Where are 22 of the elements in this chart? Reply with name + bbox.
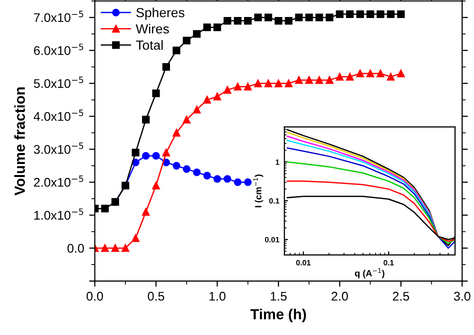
- x-tick-label: 0.5: [148, 292, 164, 301]
- y-tick-label: 0.0: [67, 244, 84, 253]
- y-tick-label: 7.0x10$^{−5}$: [34, 10, 84, 22]
- y-tick-label: 5.0x10$^{−5}$: [34, 76, 84, 88]
- x-tick-label: 1.5: [270, 292, 287, 301]
- x-tick-label: 1.0: [210, 292, 226, 301]
- y-tick-label: 3.0x10$^{−5}$: [34, 142, 84, 154]
- x-axis-title: q (A$^{−1}$): [354, 268, 384, 278]
- x-tick-label: 3.0: [454, 292, 470, 301]
- x-tick-label: 0.0: [86, 292, 103, 301]
- legend-label: Spheres: [136, 8, 184, 20]
- legend-label: Total: [136, 40, 163, 50]
- x-tick-label: 2.5: [392, 292, 410, 301]
- y-axis-title: I (cm$^{−1}$): [253, 174, 264, 208]
- x-axis-title: Time (h): [250, 308, 306, 322]
- y-tick-label: 4.0x10$^{−5}$: [34, 110, 84, 121]
- x-tick-label: 2.0: [332, 292, 348, 301]
- y-axis-title: Volume fraction: [14, 87, 25, 196]
- y-tick-label: 1.0x10$^{−5}$: [34, 208, 84, 220]
- legend-label: Wires: [136, 24, 169, 34]
- y-tick-label: 2.0x10$^{−5}$: [34, 176, 84, 187]
- y-tick-label: 6.0x10$^{−5}$: [34, 44, 84, 55]
